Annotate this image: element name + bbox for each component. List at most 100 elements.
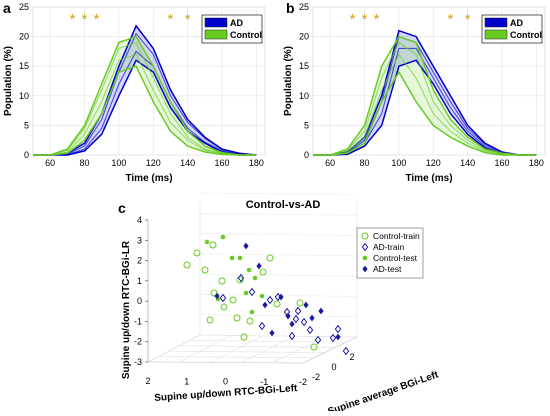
- point-control-test: [246, 267, 252, 273]
- x-tick-label: 160: [215, 158, 230, 168]
- panel-c-3d-axes: [145, 192, 358, 364]
- panel-a-x-ticks: 60 80 100 120 140 160 180: [45, 158, 264, 168]
- vertical-tick-label: -1: [134, 316, 142, 326]
- y-tick-label: 25: [19, 2, 29, 12]
- series-line-control: [33, 35, 257, 156]
- point-control-test: [204, 239, 210, 245]
- point-ad-train: [300, 317, 308, 327]
- panel-a-y-label: Population (%): [3, 46, 14, 116]
- back-grid-line: [199, 233, 358, 236]
- point-control-test: [259, 293, 265, 299]
- y-tick-label: 5: [304, 120, 309, 130]
- x-tick-label: 160: [495, 158, 510, 168]
- panel-c-title: Control-vs-AD: [246, 199, 321, 211]
- panel-c-letter: c: [118, 200, 126, 216]
- vertical-tick-label: -3: [134, 357, 142, 367]
- panel-b-x-ticks: 60 80 100 120 140 160 180: [325, 158, 544, 168]
- panel-c-z-ticks: -2 0 2: [312, 352, 355, 382]
- point-ad-train: [288, 331, 296, 341]
- legend-label: Control-test: [373, 253, 418, 263]
- panel-c-vertical-ticks: 4 3 2 1 0 -1 -2 -3: [134, 215, 142, 367]
- point-control-train: [193, 249, 201, 257]
- x-tick-label: 180: [249, 158, 264, 168]
- significance-star: *: [168, 11, 174, 28]
- panel-b-x-label: Time (ms): [405, 173, 452, 184]
- back-grid-line: [199, 314, 358, 318]
- panel-a-legend: AD Control: [201, 14, 263, 44]
- z-tick-label: -2: [312, 372, 320, 382]
- legend-marker-ad-train: [361, 242, 369, 252]
- y-tick-label: 25: [299, 2, 309, 12]
- legend-swatch-control: [484, 29, 508, 40]
- point-ad-test: [335, 333, 341, 341]
- x-tick-label: 140: [460, 158, 475, 168]
- panel-b-y-label: Population (%): [283, 46, 294, 116]
- point-ad-train: [266, 295, 274, 305]
- x-tick-label: 120: [426, 158, 441, 168]
- series-line-ad: [33, 59, 257, 156]
- x-tick-label: 80: [360, 158, 370, 168]
- series-line-control: [33, 65, 257, 156]
- legend-label: AD-train: [373, 242, 404, 252]
- point-control-train: [246, 317, 254, 325]
- y-tick-label: 20: [299, 32, 309, 42]
- back-grid-line: [199, 212, 358, 216]
- legend-marker-control-test: [362, 255, 368, 261]
- y-tick-label: 5: [24, 120, 29, 130]
- significance-star: *: [70, 11, 76, 28]
- legend-label: AD: [230, 18, 243, 28]
- floor-edge: [147, 334, 201, 363]
- vertical-tick-label: 1: [137, 276, 142, 286]
- x-tick-label: -2: [299, 377, 307, 387]
- x-tick-label: -1: [260, 377, 268, 387]
- x-tick-label: 100: [391, 158, 406, 168]
- legend-swatch-ad: [484, 17, 508, 28]
- x-tick-label: 100: [111, 158, 126, 168]
- series-line-control: [313, 70, 537, 156]
- panel-b: b * * * * * 60 80 100 120 140 160 180 0 5 10 15 20 25 A…: [283, 0, 546, 184]
- legend-label: AD-test: [373, 264, 402, 274]
- significance-star: *: [350, 11, 356, 28]
- panel-a-y-ticks: 0 5 10 15 20 25: [19, 2, 29, 160]
- panel-a-x-label: Time (ms): [125, 173, 172, 184]
- panel-a-stars: * * * * *: [70, 11, 191, 28]
- panel-c-points: [183, 234, 350, 356]
- back-grid-line: [199, 192, 358, 196]
- floor-grid-line: [189, 340, 347, 343]
- x-tick-label: 180: [529, 158, 544, 168]
- floor-grid-line: [158, 356, 314, 359]
- point-ad-train: [329, 333, 337, 343]
- vertical-tick-label: 3: [137, 235, 142, 245]
- point-ad-test: [278, 293, 284, 301]
- point-control-test: [237, 255, 243, 261]
- x-tick-label: 0: [223, 377, 228, 387]
- panel-a-lines: [33, 24, 257, 156]
- series-line-control: [33, 53, 257, 156]
- panel-b-stars: * * * * *: [350, 11, 471, 28]
- y-tick-label: 10: [19, 91, 29, 101]
- point-control-test: [220, 234, 226, 240]
- floor-grid-line: [178, 335, 232, 363]
- back-grid-line: [199, 273, 358, 277]
- significance-star: *: [465, 11, 471, 28]
- legend-label: Control: [230, 30, 262, 40]
- z-tick-label: 2: [349, 352, 354, 362]
- panel-c-z-label: Supine average BGi-Left: [326, 369, 440, 411]
- y-tick-label: 15: [299, 61, 309, 71]
- point-ad-test: [243, 242, 249, 250]
- point-control-train: [236, 276, 244, 284]
- legend-label: Control: [510, 30, 542, 40]
- legend-marker-ad-test: [362, 265, 368, 273]
- point-control-train: [201, 266, 209, 274]
- x-tick-label: 1: [184, 376, 189, 386]
- y-tick-label: 15: [19, 61, 29, 71]
- panel-a: a * * * * * 60 80 100 120 140 160 180 0 5 10 15 20 25 A…: [3, 0, 266, 184]
- point-control-test: [252, 275, 258, 281]
- panel-c-y-label: Supine up/down RTC-BGi-LR: [121, 240, 132, 379]
- point-control-train: [296, 299, 304, 307]
- floor-grid-line: [209, 335, 263, 363]
- significance-star: *: [362, 11, 368, 28]
